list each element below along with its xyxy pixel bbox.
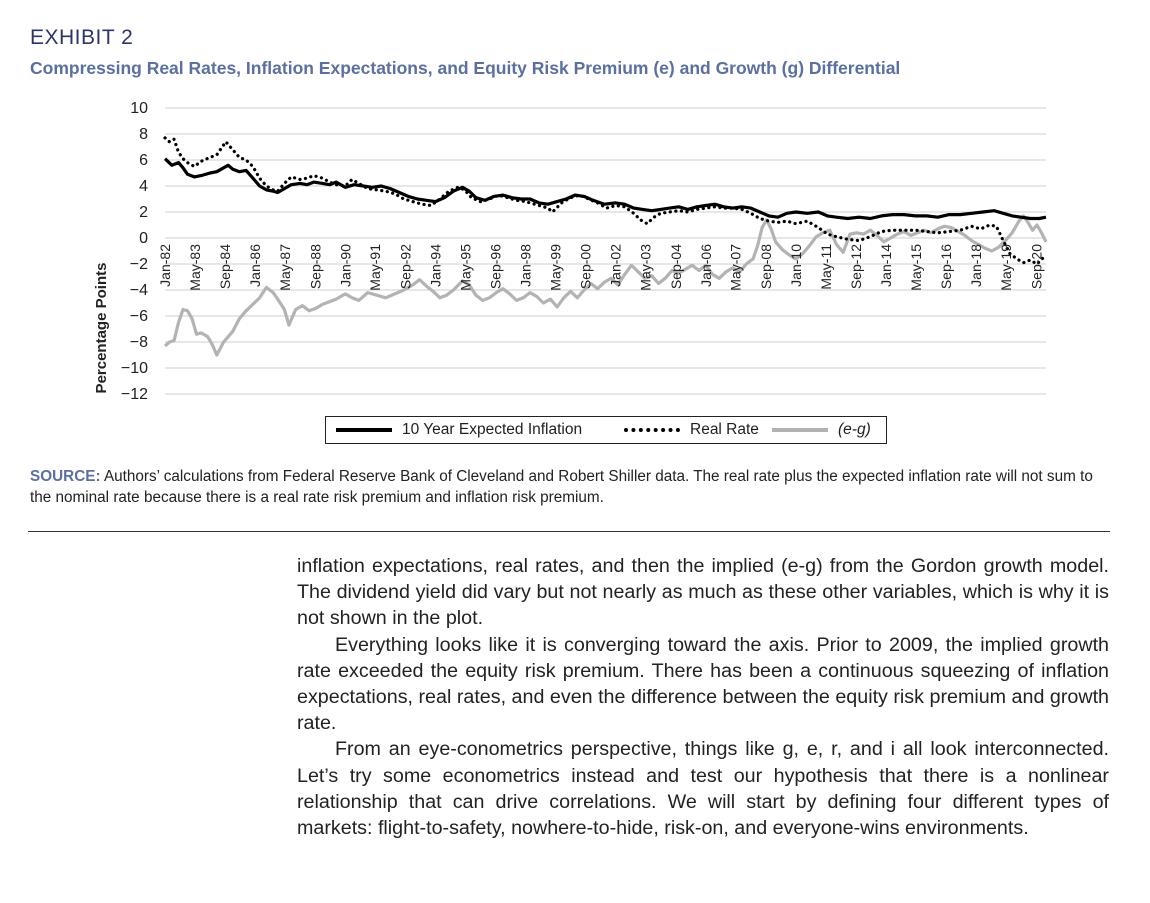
x-tick-label: May-83 bbox=[187, 244, 203, 291]
x-tick-label: May-19 bbox=[998, 244, 1014, 291]
legend-label: Real Rate bbox=[690, 421, 759, 438]
exhibit-label: EXHIBIT 2 bbox=[30, 26, 134, 49]
y-tick-label: 0 bbox=[139, 230, 148, 247]
x-tick-label: Jan-06 bbox=[698, 244, 714, 287]
x-tick-label: Sep-00 bbox=[578, 244, 594, 289]
legend-swatch-solid-black bbox=[336, 428, 392, 432]
body-paragraph: From an eye-conometrics perspective, thi… bbox=[297, 738, 1109, 840]
x-tick-label: Sep-12 bbox=[848, 244, 864, 289]
body-paragraph: inflation expectations, real rates, and … bbox=[297, 555, 1109, 630]
y-tick-label: 8 bbox=[139, 126, 148, 143]
series-line-e-g bbox=[163, 214, 1048, 357]
legend-swatch-solid-grey bbox=[772, 428, 828, 432]
y-tick-label: −4 bbox=[130, 282, 148, 299]
y-axis-label: Percentage Points bbox=[93, 263, 110, 394]
x-tick-label: Jan-86 bbox=[247, 244, 263, 287]
body-paragraph: Everything looks like it is converging t… bbox=[297, 633, 1109, 735]
y-tick-label: 6 bbox=[139, 152, 148, 169]
legend-item-real-rate: Real Rate bbox=[624, 417, 759, 443]
x-tick-label: May-07 bbox=[728, 244, 744, 291]
x-tick-label: Jan-82 bbox=[157, 244, 173, 287]
chart-legend: 10 Year Expected Inflation Real Rate (e-… bbox=[325, 416, 887, 444]
y-tick-label: −8 bbox=[130, 334, 148, 351]
source-note: SOURCE: Authors’ calculations from Feder… bbox=[30, 466, 1110, 508]
divider-rule bbox=[28, 531, 1110, 532]
x-tick-label: Sep-96 bbox=[488, 244, 504, 289]
line-chart: 10 8 6 4 2 0 −2 −4 −6 −8 −10 −12 Jan-82 May-83 Sep-84… bbox=[93, 100, 1048, 403]
x-tick-label: May-87 bbox=[277, 244, 293, 291]
y-tick-label: −6 bbox=[130, 308, 148, 325]
x-tick-label: Jan-18 bbox=[968, 244, 984, 287]
x-tick-label: Sep-92 bbox=[397, 244, 413, 289]
x-tick-label: May-91 bbox=[367, 244, 383, 291]
body-text: inflation expectations, real rates, and … bbox=[297, 553, 1109, 841]
x-tick-label: May-03 bbox=[638, 244, 654, 291]
y-tick-label: −2 bbox=[130, 256, 148, 273]
grid-lines bbox=[165, 107, 1046, 395]
y-tick-label: −10 bbox=[121, 360, 148, 377]
y-tick-label: 2 bbox=[139, 204, 148, 221]
y-tick-label: 4 bbox=[139, 178, 148, 195]
x-tick-labels: Jan-82 May-83 Sep-84 Jan-86 May-87 Sep-88 Jan-… bbox=[157, 244, 1044, 291]
series-line-real-rate bbox=[163, 136, 1048, 266]
x-tick-label: Jan-10 bbox=[788, 244, 804, 287]
x-tick-label: Jan-90 bbox=[337, 244, 353, 287]
x-tick-label: Jan-94 bbox=[427, 244, 443, 287]
legend-swatch-dotted-black bbox=[624, 428, 680, 432]
source-label: SOURCE: bbox=[30, 468, 101, 485]
x-tick-label: Jan-98 bbox=[518, 244, 534, 287]
series-line-expected-inflation bbox=[163, 157, 1047, 221]
x-tick-label: May-11 bbox=[818, 244, 834, 290]
exhibit-title: Compressing Real Rates, Inflation Expect… bbox=[30, 58, 901, 78]
source-text: Authors’ calculations from Federal Reser… bbox=[30, 468, 1093, 506]
x-tick-label: Sep-20 bbox=[1028, 244, 1044, 289]
x-tick-label: Sep-88 bbox=[307, 244, 323, 289]
x-tick-label: Sep-84 bbox=[217, 244, 233, 289]
x-tick-label: Jan-02 bbox=[608, 244, 624, 287]
legend-item-inflation: 10 Year Expected Inflation bbox=[336, 417, 582, 443]
y-tick-labels: 10 8 6 4 2 0 −2 −4 −6 −8 −10 −12 bbox=[121, 100, 148, 403]
series-lines bbox=[163, 136, 1048, 357]
x-tick-label: May-99 bbox=[548, 244, 564, 291]
legend-label: 10 Year Expected Inflation bbox=[402, 421, 583, 438]
x-tick-label: Jan-14 bbox=[878, 244, 894, 287]
x-tick-label: May-15 bbox=[908, 244, 924, 291]
x-tick-label: May-95 bbox=[457, 244, 473, 291]
x-tick-label: Sep-04 bbox=[668, 244, 684, 289]
legend-label: (e-g) bbox=[838, 421, 871, 438]
legend-item-e-g: (e-g) bbox=[772, 417, 871, 443]
x-tick-label: Sep-08 bbox=[758, 244, 774, 289]
x-tick-label: Sep-16 bbox=[938, 244, 954, 289]
y-tick-label: −12 bbox=[121, 386, 148, 403]
y-tick-label: 10 bbox=[130, 100, 148, 117]
